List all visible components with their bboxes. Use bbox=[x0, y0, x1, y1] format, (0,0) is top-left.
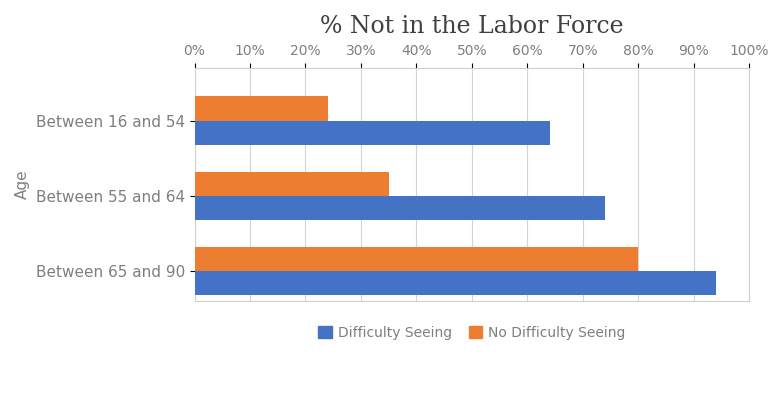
Title: % Not in the Labor Force: % Not in the Labor Force bbox=[320, 15, 624, 38]
Bar bbox=[194, 271, 716, 295]
Bar bbox=[194, 121, 550, 145]
Y-axis label: Age: Age bbox=[15, 170, 30, 199]
Bar bbox=[194, 247, 638, 271]
Bar bbox=[194, 172, 389, 196]
Bar bbox=[194, 196, 605, 220]
Bar bbox=[194, 96, 328, 121]
Legend: Difficulty Seeing, No Difficulty Seeing: Difficulty Seeing, No Difficulty Seeing bbox=[313, 321, 631, 346]
